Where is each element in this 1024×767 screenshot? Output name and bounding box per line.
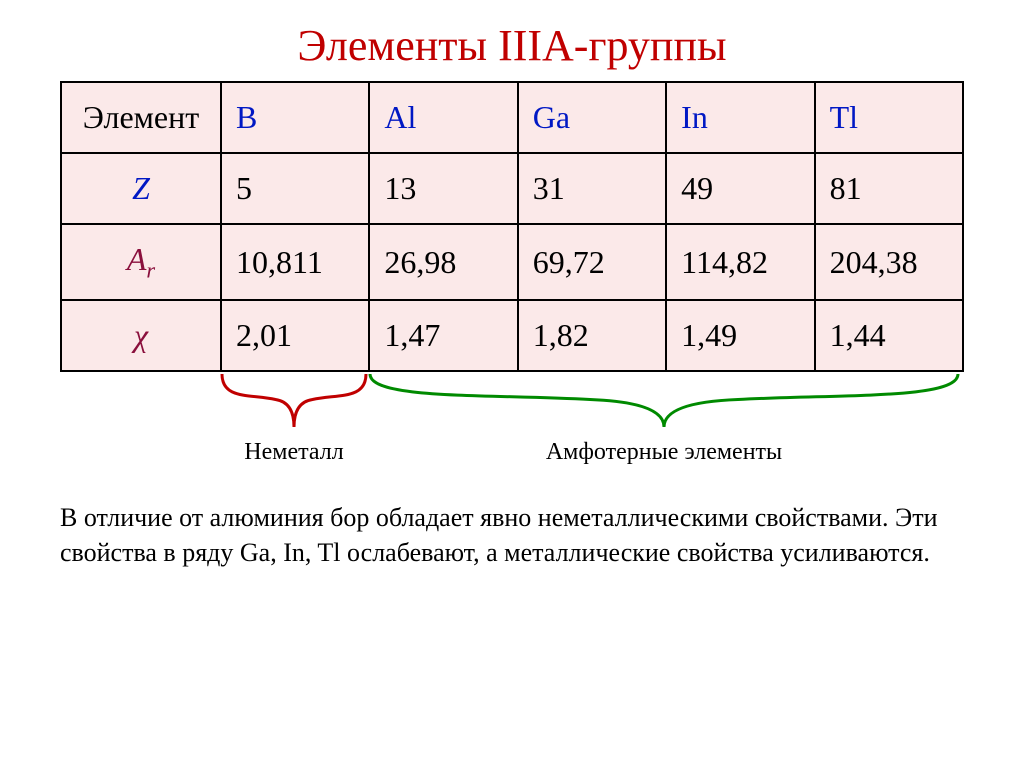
table-cell: 31 [518, 153, 666, 224]
table-cell: 1,49 [666, 300, 814, 371]
description-text: В отличие от алюминия бор обладает явно … [60, 500, 964, 570]
brace-left-label: Неметалл [220, 439, 368, 466]
table-cell: Al [369, 82, 517, 153]
table-cell: 13 [369, 153, 517, 224]
table-cell: 1,44 [815, 300, 963, 371]
table-cell: 114,82 [666, 224, 814, 300]
table-cell: 49 [666, 153, 814, 224]
table-cell: B [221, 82, 369, 153]
table-cell: Tl [815, 82, 963, 153]
page-title: Элементы IIIА-группы [60, 20, 964, 71]
table-cell: 1,82 [518, 300, 666, 371]
brace-right-icon [368, 372, 960, 432]
table-cell: In [666, 82, 814, 153]
table-cell: 69,72 [518, 224, 666, 300]
properties-table: ЭлементBAlGaInTlZ513314981Ar10,81126,986… [60, 81, 964, 372]
braces-region: Неметалл Амфотерные элементы [60, 372, 964, 492]
brace-left-icon [220, 372, 368, 432]
table-cell: 204,38 [815, 224, 963, 300]
row-label: Ar [61, 224, 221, 300]
table-cell: 5 [221, 153, 369, 224]
table-cell: 10,811 [221, 224, 369, 300]
table-cell: 1,47 [369, 300, 517, 371]
table-cell: Ga [518, 82, 666, 153]
table-row: Z513314981 [61, 153, 963, 224]
table-row: Ar10,81126,9869,72114,82204,38 [61, 224, 963, 300]
table-row: χ2,011,471,821,491,44 [61, 300, 963, 371]
row-label: χ [61, 300, 221, 371]
table-cell: 26,98 [369, 224, 517, 300]
row-label: Элемент [61, 82, 221, 153]
row-label: Z [61, 153, 221, 224]
table-cell: 81 [815, 153, 963, 224]
brace-right-label: Амфотерные элементы [368, 439, 960, 466]
table-row: ЭлементBAlGaInTl [61, 82, 963, 153]
table-cell: 2,01 [221, 300, 369, 371]
